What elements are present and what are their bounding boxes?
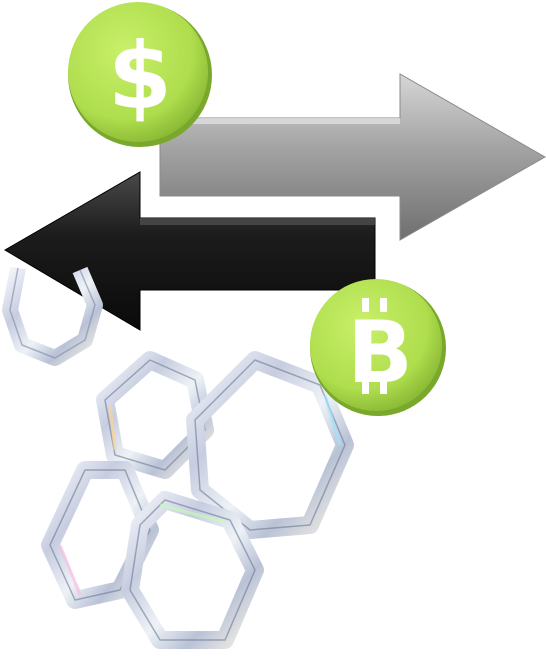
- dollar-symbol: $: [108, 23, 172, 130]
- bitcoin-coin-icon: B: [310, 279, 446, 416]
- bitcoin-tick-bottom-right: [380, 380, 387, 394]
- glass-honeycomb-icon: [2, 266, 354, 649]
- bitcoin-tick-top-right: [380, 298, 387, 312]
- arrow-right-icon: [159, 73, 546, 241]
- arrow-left-icon: [4, 171, 376, 331]
- bitcoin-tick-bottom-left: [362, 380, 369, 394]
- bitcoin-tick-top-left: [362, 298, 369, 312]
- dollar-coin-icon: $: [68, 2, 212, 147]
